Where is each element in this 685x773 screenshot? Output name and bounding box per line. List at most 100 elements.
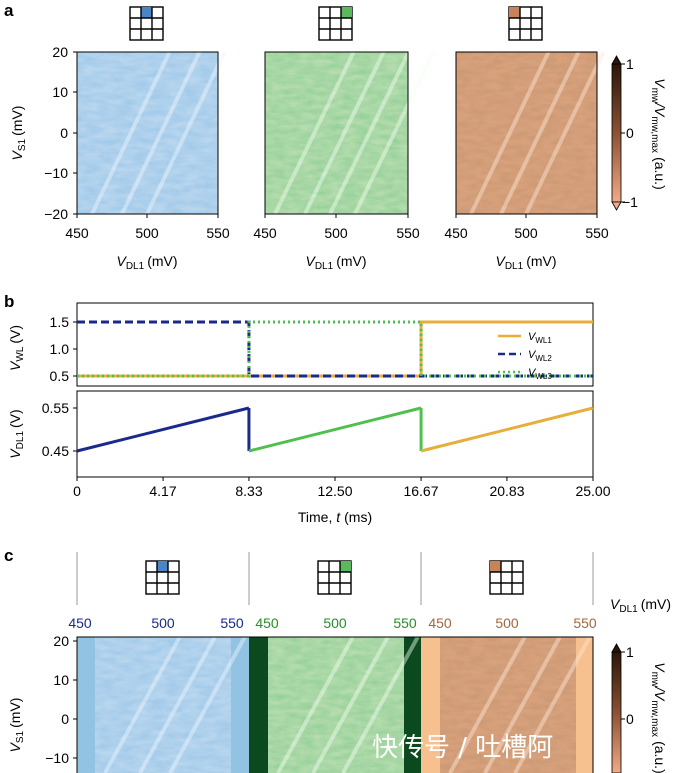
y-tick-label: −10 (44, 165, 68, 181)
colorbar-tick: 0 (626, 711, 634, 727)
legend-label-wl1: VWL1 (528, 331, 552, 345)
y-axis-label-dl: VDL1(V) (7, 409, 26, 458)
legend-label-wl2: VWL2 (528, 349, 552, 363)
feature-line (145, 51, 227, 215)
y-tick-label: 0 (61, 711, 69, 727)
feature-line (273, 51, 356, 215)
diagonal-feature-lines-c (103, 636, 592, 773)
feature-line (303, 51, 386, 215)
grid-cell-active (490, 561, 501, 572)
legend (498, 334, 521, 374)
colorbar (611, 55, 625, 211)
heatmap-strip-blue (77, 637, 249, 773)
feature-line (138, 636, 217, 773)
wl-plot-frame (76, 302, 594, 387)
y-tick-label: 10 (52, 84, 68, 100)
y-axis-label-wl: VWL(V) (7, 325, 26, 371)
grid-icon-green (317, 560, 352, 595)
x-tick-label: 0 (73, 483, 81, 499)
x-tick-label: 550 (393, 615, 417, 631)
colorbar-tick: 1 (626, 56, 634, 72)
y-axis-label: VS1(mV) (9, 106, 28, 161)
x-axis-label-c: VDL1 (mV) (610, 596, 671, 615)
grid-cell-active (141, 7, 152, 18)
y-ticks-wl (73, 321, 77, 452)
ramp-WL2 (76, 406, 250, 453)
feature-line (524, 51, 606, 215)
y-tick-label: 1.0 (50, 341, 70, 357)
x-tick-label: 12.50 (317, 483, 352, 499)
colorbar-label: Vmw/Vmw,max(a.u.) (649, 78, 668, 190)
panel-a-label: a (4, 1, 14, 20)
feature-line (513, 636, 592, 773)
x-tick-label: 20.83 (489, 483, 524, 499)
grid-cell-active (509, 7, 520, 18)
y-axis-label-c: VS1(mV) (7, 698, 26, 753)
feature-line (483, 636, 562, 773)
x-tick-label: 500 (135, 225, 159, 241)
strip-frame (76, 636, 594, 773)
feature-line (103, 636, 182, 773)
x-tick-label: 500 (495, 615, 519, 631)
y-tick-label: 1.5 (50, 314, 70, 330)
x-tick-label: 450 (65, 225, 89, 241)
grid-icon-orange (489, 560, 524, 595)
feature-line (120, 51, 202, 215)
y-tick-label: 0.5 (50, 368, 70, 384)
feature-line (276, 636, 355, 773)
grid-icon-orange (508, 6, 543, 41)
colorbar-tick: 0 (626, 125, 634, 141)
x-tick-label: 500 (323, 615, 347, 631)
x-tick-label: 500 (514, 225, 538, 241)
grid-cell-active (340, 561, 351, 572)
x-tick-label: 500 (151, 615, 175, 631)
x-tick-label: 500 (324, 225, 348, 241)
x-axis-label-time: Time, t (ms) (298, 509, 372, 525)
feature-line (311, 636, 390, 773)
x-tick-label: 450 (255, 615, 279, 631)
x-tick-label: 550 (396, 225, 420, 241)
x-tick-label: 450 (68, 615, 92, 631)
y-tick-label: 10 (53, 672, 69, 688)
x-axis-label: VDL1 (mV) (305, 253, 366, 272)
grid-icon-green (318, 6, 353, 41)
x-tick-label: 450 (253, 225, 277, 241)
colorbar-tick: −1 (622, 194, 638, 210)
y-tick-label: −10 (45, 750, 69, 766)
heatmap-green (265, 52, 408, 214)
feature-line (328, 51, 411, 215)
grid-frame (489, 560, 524, 595)
ramp-WL3 (248, 406, 422, 453)
grid-icon-blue (145, 560, 180, 595)
y-tick-label: 20 (52, 44, 68, 60)
grid-cell-active (157, 561, 168, 572)
heatmap-orange (456, 52, 597, 214)
x-tick-label: 25.00 (575, 483, 610, 499)
feature-line (353, 51, 436, 215)
x-tick-label: 550 (585, 225, 609, 241)
y-tick-label: 0 (60, 125, 68, 141)
x-tick-label: 550 (573, 615, 597, 631)
x-axis-label: VDL1 (mV) (116, 253, 177, 272)
colorbar-c (611, 643, 625, 773)
panel-b-label: b (4, 292, 14, 311)
feature-line (168, 636, 247, 773)
y-tick-label: 20 (53, 633, 69, 649)
feature-line (90, 51, 172, 215)
grid-icon-blue (129, 6, 164, 41)
diagonal-feature-lines (90, 51, 606, 215)
heatmap-blue (77, 52, 218, 214)
x-tick-label: 550 (220, 615, 244, 631)
colorbar-tick: 1 (626, 644, 634, 660)
y-tick-marks-a (73, 51, 598, 218)
x-ticks-time (76, 477, 594, 481)
series-line-wl3 (77, 320, 593, 378)
heatmap-strip-green (249, 637, 421, 773)
dl-plot-frame (76, 390, 594, 478)
x-axis-label: VDL1 (mV) (495, 253, 556, 272)
x-tick-label: 450 (444, 225, 468, 241)
legend-label-wl3: VWL3 (528, 367, 552, 381)
x-tick-label: 4.17 (149, 483, 176, 499)
y-tick-label: −20 (44, 206, 68, 222)
